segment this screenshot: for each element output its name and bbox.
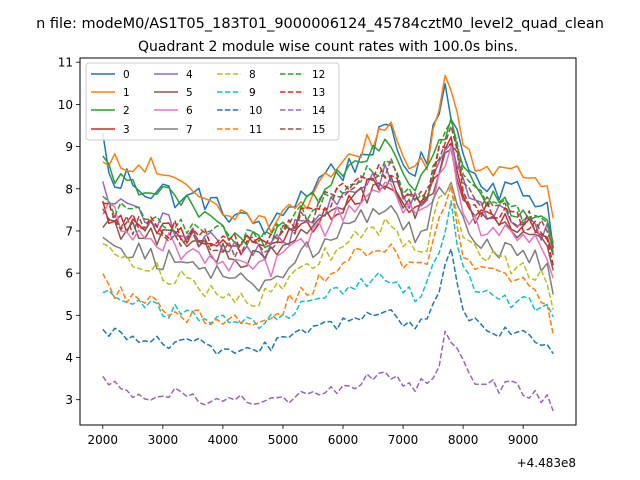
legend-label-9: 9 <box>249 87 256 99</box>
x-axis: 2000 3000 4000 5000 6000 7000 8000 9000 <box>88 425 539 447</box>
series-line-5 <box>102 148 554 271</box>
legend-label-11: 11 <box>249 124 262 136</box>
series-line-14 <box>102 330 554 412</box>
legend-label-2: 2 <box>123 105 130 117</box>
y-tick-label: 8 <box>65 182 73 196</box>
series-line-15 <box>102 125 554 258</box>
series-line-6 <box>102 145 554 279</box>
legend-label-15: 15 <box>312 124 325 136</box>
y-tick-label: 3 <box>65 393 73 407</box>
legend-label-7: 7 <box>186 124 193 136</box>
legend-label-1: 1 <box>123 87 130 99</box>
y-tick-label: 11 <box>58 56 73 70</box>
series-layer <box>102 74 554 412</box>
plot-frame <box>79 57 577 426</box>
series-line-8 <box>102 183 554 310</box>
legend-label-14: 14 <box>312 105 326 117</box>
y-tick-label: 7 <box>65 224 73 238</box>
x-tick-label: 4000 <box>208 433 239 447</box>
chart-title: Quadrant 2 module wise count rates with … <box>138 39 518 55</box>
legend-label-4: 4 <box>186 69 193 81</box>
series-line-10 <box>102 248 554 356</box>
legend-label-0: 0 <box>123 69 130 81</box>
x-tick-label: 6000 <box>328 433 359 447</box>
x-tick-label: 5000 <box>268 433 299 447</box>
x-tick-label: 7000 <box>388 433 419 447</box>
series-line-2 <box>102 117 554 249</box>
y-axis: 3 4 5 6 7 8 9 10 11 <box>58 56 80 407</box>
legend-label-10: 10 <box>249 105 262 117</box>
figure-suptitle: n file: modeM0/AS1T05_183T01_9000006124_… <box>36 16 604 32</box>
series-line-0 <box>102 83 554 249</box>
series-line-1 <box>102 74 554 234</box>
x-tick-label: 9000 <box>508 433 539 447</box>
series-line-11 <box>102 185 554 335</box>
legend-label-3: 3 <box>123 124 130 136</box>
x-axis-offset-text: +4.483e8 <box>517 456 576 470</box>
series-line-13 <box>102 142 554 266</box>
series-line-7 <box>102 181 554 295</box>
legend-label-8: 8 <box>249 69 256 81</box>
series-line-9 <box>102 200 554 330</box>
legend-label-13: 13 <box>312 87 325 99</box>
series-line-12 <box>102 119 554 254</box>
legend-box <box>85 62 340 141</box>
x-tick-label: 2000 <box>88 433 119 447</box>
legend-label-6: 6 <box>186 105 193 117</box>
x-tick-label: 3000 <box>148 433 179 447</box>
legend-label-12: 12 <box>312 69 325 81</box>
y-tick-label: 10 <box>58 98 73 112</box>
legend-label-5: 5 <box>186 87 193 99</box>
y-tick-label: 5 <box>65 309 73 323</box>
y-tick-label: 9 <box>65 140 73 154</box>
y-tick-label: 4 <box>65 351 73 365</box>
x-tick-label: 8000 <box>448 433 479 447</box>
y-tick-label: 6 <box>65 267 73 281</box>
